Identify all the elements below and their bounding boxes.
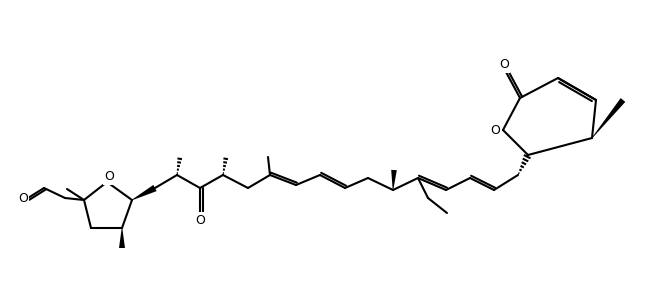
Text: O: O bbox=[490, 124, 500, 138]
Polygon shape bbox=[391, 170, 397, 190]
Text: O: O bbox=[18, 193, 28, 206]
Text: O: O bbox=[499, 58, 509, 72]
Polygon shape bbox=[592, 98, 625, 138]
Polygon shape bbox=[119, 228, 125, 248]
Text: O: O bbox=[195, 213, 205, 226]
Polygon shape bbox=[132, 185, 157, 200]
Text: O: O bbox=[104, 171, 114, 184]
